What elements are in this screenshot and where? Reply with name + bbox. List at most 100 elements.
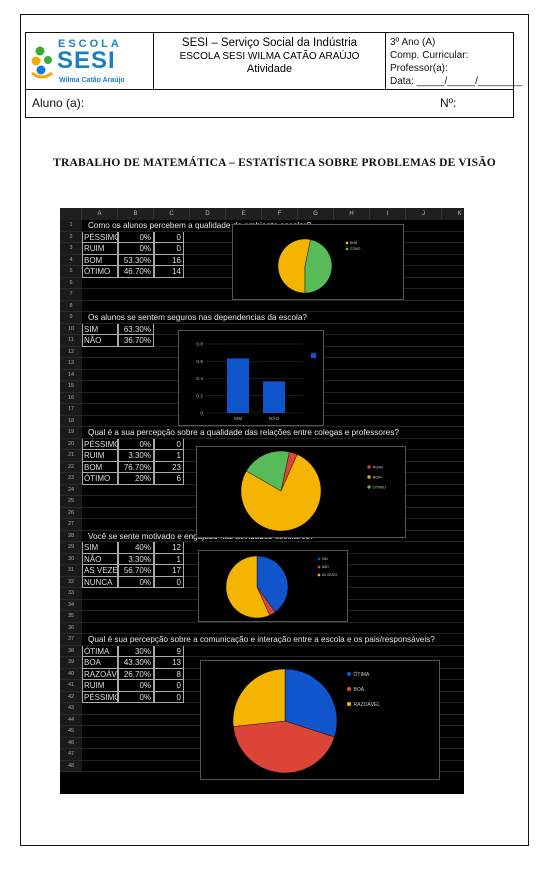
legend-marker [317,573,321,577]
number-label: Nº: [440,96,457,110]
header-class: 3º Ano (A) [390,37,436,48]
chart-comunicacao: ÓTIMA BOA RAZOÁVEL [200,660,440,780]
row-header: 33 [60,588,82,600]
table-count-cell: 0 [154,243,184,255]
legend-marker [345,247,349,251]
table-count-cell: 9 [154,645,184,657]
sheet-row [82,289,464,301]
pie-slice [277,238,311,294]
table-label-cell: PÉSSIMO [82,231,118,243]
legend-label: BOA [354,687,365,693]
table-label-cell: NÃO [82,335,118,347]
row-header: 23 [60,473,82,485]
sheet-row [82,416,464,427]
row-header: 42 [60,691,82,703]
logo-main-text: SESI [57,47,116,74]
table-label-cell: NÃO [82,553,118,565]
sheet-row [82,634,464,646]
chart-relacoes: RUIM BOM ÓTIMO [196,446,406,538]
legend-label: AS VEZES [322,573,338,577]
sheet-row [82,301,464,312]
row-header: 12 [60,346,82,358]
sheet-row [82,427,464,439]
pie-slice [284,668,338,738]
table-count-cell: 6 [154,473,184,485]
row-header: 47 [60,749,82,761]
bar [263,381,285,413]
legend-label: NÃO [322,564,329,569]
row-header: 41 [60,680,82,692]
table-percent-cell: 0% [118,691,154,703]
x-tick-label: NÃO [269,415,280,422]
legend-label: RUIM [373,464,383,469]
chart-relacoes-svg: RUIM BOM ÓTIMO [240,450,386,532]
row-header: 6 [60,277,82,289]
pie-slice [233,720,335,774]
sheet-row [82,611,464,623]
sheet-row [82,623,464,634]
table-percent-cell: 26.70% [118,668,154,680]
table-percent-cell: 3.30% [118,553,154,565]
row-header: 43 [60,703,82,715]
header-date: Data: _____/_____/________ [390,76,523,87]
column-header-f: F [262,208,298,220]
table-count-cell: 0 [154,231,184,243]
table-percent-cell: 63.30% [118,323,154,335]
y-tick-label: 0 [200,411,203,417]
legend-marker [367,485,371,489]
pie-slice [256,555,289,613]
table-label-cell: RAZOÁVEL [82,668,118,680]
table-count-cell: 1 [154,450,184,462]
table-percent-cell: 0% [118,243,154,255]
row-header: 30 [60,553,82,565]
school-logo: ESCOLA SESI Wilma Catão Araújo [26,33,154,89]
chart-seguranca: 0 0.2 0.4 0.6 0.8 SIM NÃO [178,330,324,426]
table-label-cell: SIM [82,542,118,554]
row-header: 38 [60,645,82,657]
logo-top-text: ESCOLA [58,38,122,50]
sheet-row [82,531,464,542]
chart-motivacao: SIM NÃO AS VEZES [198,550,348,622]
column-header-d: D [190,208,226,220]
column-header-h: H [334,208,370,220]
table-label-cell: AS VEZES [82,565,118,577]
bar [227,358,249,413]
row-header: 4 [60,254,82,266]
legend-marker [367,475,371,479]
corner-cell [60,208,82,220]
row-header: 32 [60,576,82,588]
table-percent-cell: 53.30% [118,254,154,266]
row-header: 17 [60,404,82,416]
table-count-cell: 16 [154,254,184,266]
table-percent-cell: 3.30% [118,450,154,462]
row-header: 20 [60,438,82,450]
row-header: 9 [60,312,82,324]
legend-label: ÓTIMO [350,246,361,251]
y-tick-label: 0.6 [196,359,203,365]
header-teacher: Professor(a): [390,63,448,74]
table-label-cell: RUIM [82,243,118,255]
row-header: 35 [60,611,82,623]
y-tick-label: 0.4 [196,376,203,382]
table-label-cell: BOA [82,657,118,669]
y-tick-label: 0.8 [196,342,203,348]
column-header-g: G [298,208,334,220]
row-header: 40 [60,668,82,680]
row-header: 21 [60,450,82,462]
pie-slice [225,555,270,619]
student-label: Aluno (a): [32,96,85,110]
table-percent-cell: 0% [118,576,154,588]
table-count-cell: 12 [154,542,184,554]
chart-comunicacao-svg: ÓTIMA BOA RAZOÁVEL [232,668,380,774]
table-percent-cell: 20% [118,473,154,485]
pie-slice [246,450,290,492]
sheet-row [82,646,464,657]
row-header: 11 [60,335,82,347]
row-header: 48 [60,760,82,772]
row-header: 37 [60,634,82,646]
row-header: 27 [60,519,82,531]
table-count-cell: 1 [154,553,184,565]
legend-marker [346,701,352,707]
question-text: Qual é sua percepção sobre a comunicação… [88,635,435,644]
